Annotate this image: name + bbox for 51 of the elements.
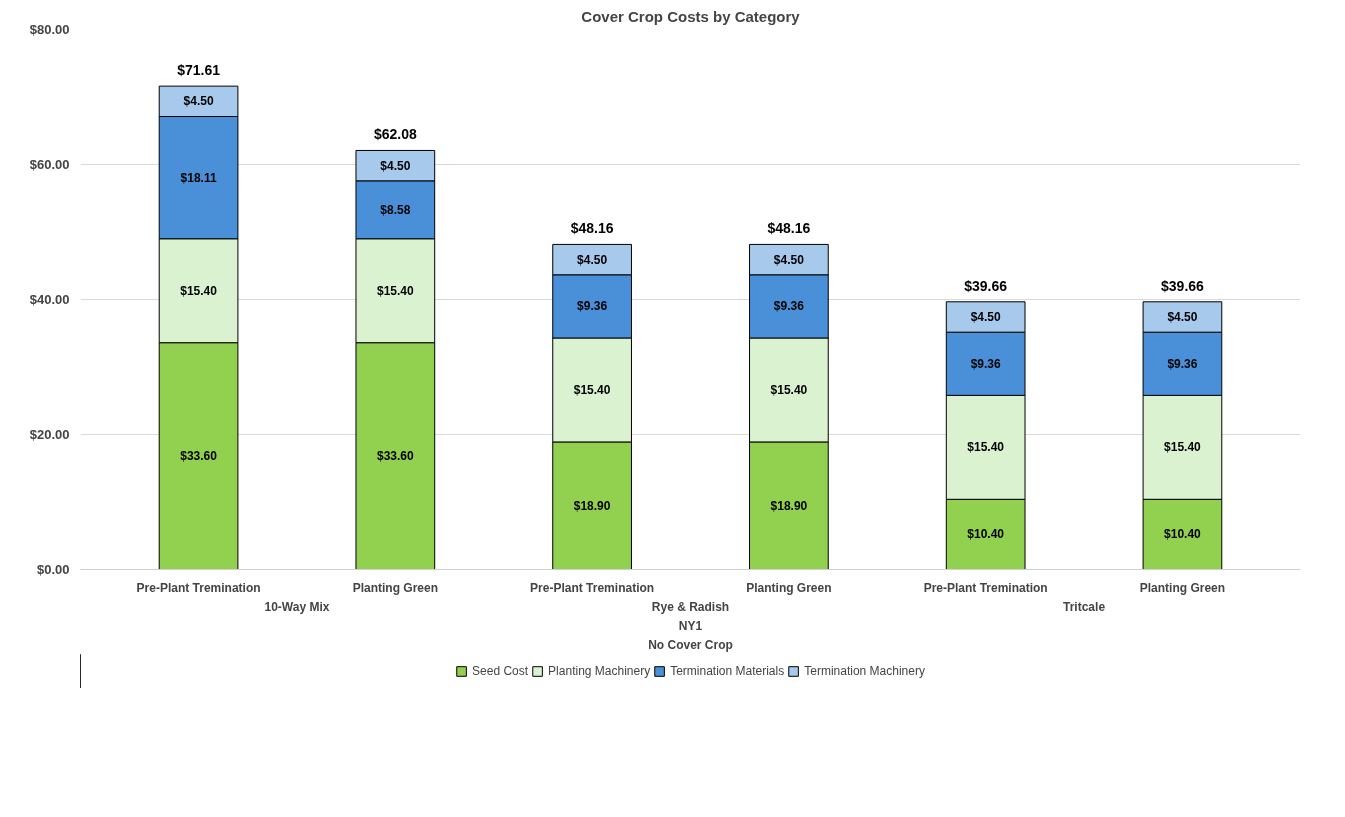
data-label: $15.40 <box>180 283 218 298</box>
data-label: $4.50 <box>183 94 214 109</box>
legend-label: Termination Materials <box>670 664 785 678</box>
y-tick-label: $20.00 <box>29 427 70 442</box>
text: Rye & Radish <box>651 599 730 614</box>
data-label: $18.11 <box>180 170 217 185</box>
x-tick-label: Pre-Plant Tremination <box>923 580 1048 595</box>
data-label: $33.60 <box>180 449 218 464</box>
text: NY1 <box>678 618 703 633</box>
x-tick-label: Planting Green <box>746 580 832 595</box>
data-label: $18.90 <box>770 498 808 513</box>
data-label: $4.50 <box>577 252 608 267</box>
text: 10-Way Mix <box>264 599 330 614</box>
y-tick-label: $80.00 <box>29 22 70 37</box>
data-label: $33.60 <box>376 449 415 464</box>
data-label: $4.50 <box>970 309 1001 324</box>
x-tick-label: Pre-Plant Tremination <box>136 580 261 595</box>
data-label: $9.36 <box>1167 356 1198 371</box>
text: No Cover Crop <box>648 637 733 652</box>
chart-title: Cover Crop Costs by Category <box>581 7 801 25</box>
total-label: $48.16 <box>767 220 811 237</box>
y-tick-label: $0.00 <box>36 562 70 577</box>
data-label: $8.58 <box>380 202 411 217</box>
y-tick-label: $40.00 <box>29 292 70 307</box>
data-label: $4.50 <box>773 252 805 267</box>
data-label: $9.36 <box>577 299 608 314</box>
x-tick-label: Pre-Plant Tremination <box>530 580 655 595</box>
total-label: $39.66 <box>964 277 1008 294</box>
data-label: $10.40 <box>967 527 1005 542</box>
data-label: $9.36 <box>970 356 1001 371</box>
total-label: $62.08 <box>373 126 417 143</box>
legend-label: Termination Machinery <box>804 664 925 678</box>
total-label: $71.61 <box>177 62 221 79</box>
y-tick-label: $60.00 <box>29 157 70 172</box>
data-label: $15.40 <box>376 283 415 298</box>
data-label: $4.50 <box>1167 309 1198 324</box>
data-label: $18.90 <box>573 498 611 513</box>
total-label: $39.66 <box>1161 277 1205 294</box>
data-label: $15.40 <box>573 382 611 397</box>
data-label: $10.40 <box>1164 527 1202 542</box>
x-tick-label: Planting Green <box>1139 580 1226 595</box>
legend-label: Seed Cost <box>472 664 529 678</box>
x-tick-label: Planting Green <box>352 580 439 595</box>
legend-label: Planting Machinery <box>548 664 651 678</box>
data-label: $15.40 <box>1164 440 1202 455</box>
text: Tritcale <box>1063 599 1106 614</box>
data-label: $15.40 <box>967 440 1005 455</box>
total-label: $48.16 <box>570 220 614 237</box>
data-label: $15.40 <box>770 382 808 397</box>
data-label: $9.36 <box>773 299 805 314</box>
data-label: $4.50 <box>380 158 411 173</box>
